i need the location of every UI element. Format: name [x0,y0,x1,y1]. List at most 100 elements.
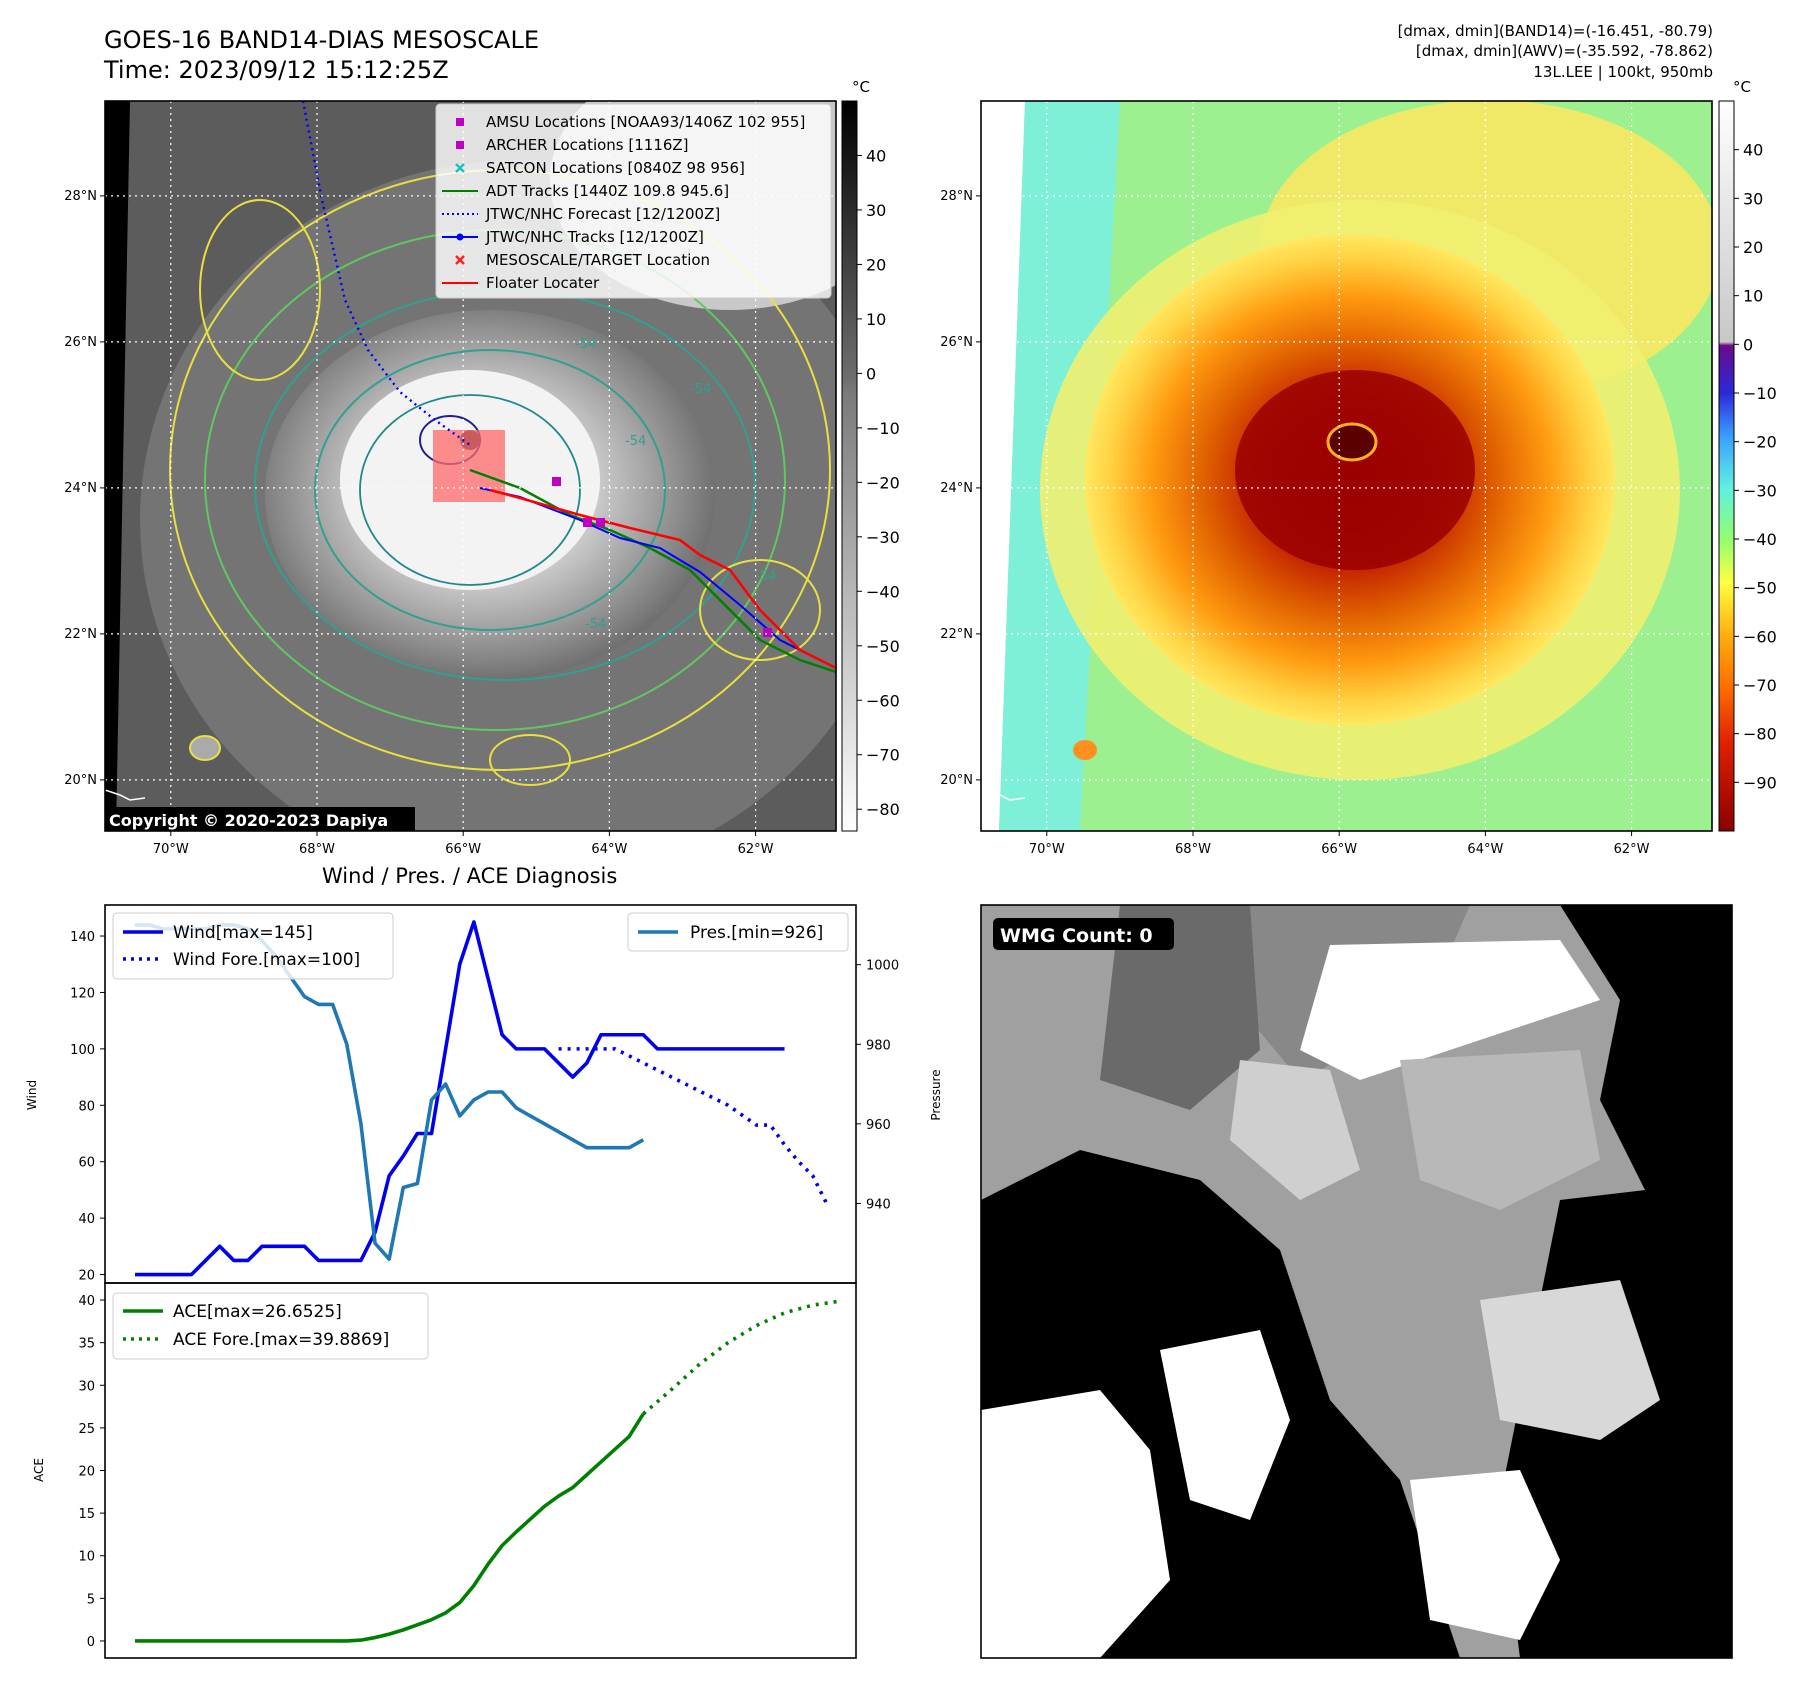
legend-square-marker [456,141,464,149]
y-tick-label: 30 [78,1379,95,1394]
series-line [135,920,785,1277]
pressure-axis-label: Pressure [929,1069,943,1120]
wind-forecast-legend-label: Wind Fore.[max=100] [173,950,360,970]
dias-map-panel [981,101,1712,831]
series-line [642,1299,842,1416]
adt-track [469,468,836,674]
lat-tick-label: 20°N [64,773,97,788]
y-tick-label: 120 [70,986,95,1001]
y-tick-label: 20 [78,1465,95,1480]
floater-track [489,488,836,670]
contour-yellow-cell [189,735,221,761]
wind-axis-label: Wind [25,1080,39,1110]
contour-label: -54 [755,569,776,584]
copyright-badge [105,807,415,831]
colorbar-tick-label: −30 [866,528,900,547]
coastline [981,789,1026,801]
colorbar-tick-label: 30 [866,201,886,220]
colorbar-tick-label: −20 [866,473,900,492]
y-right-tick-label: 940 [866,1197,891,1212]
y-tick-label: 40 [78,1294,95,1309]
y-right-tick-label: 980 [866,1038,891,1053]
pressure-legend-label: Pres.[min=926] [690,923,823,943]
colorbar-tick-label: −70 [1743,676,1777,695]
colorbar-left-unit: °C [852,78,870,96]
contour-teal-3 [359,394,581,586]
lon-tick-label: 66°W [1321,842,1357,857]
colorbar-tick-label: −90 [1743,773,1777,792]
legend-label: JTWC/NHC Tracks [12/1200Z] [485,228,704,246]
dias-eye [1326,422,1378,462]
legend-x-marker [455,163,465,173]
contour-label: -54 [690,382,711,397]
colorbar-tick-label: 40 [1743,141,1763,160]
lat-tick-label: 26°N [940,335,973,350]
y-tick-label: 60 [78,1156,95,1171]
series-line [135,1412,645,1643]
colorbar-tick-label: 20 [866,255,886,274]
diagnosis-title: Wind / Pres. / ACE Diagnosis [322,864,618,888]
wmg-region [981,1390,1170,1658]
ir-map-ticks: 70°W 68°W 66°W 64°W 62°W 28°N 26°N 24°N 22°N 20°N [64,189,773,857]
ace-legend: ACE[max=26.6525] ACE Fore.[max=39.8869] [112,1292,429,1360]
lat-tick-label: 28°N [940,189,973,204]
wmg-count-badge [993,918,1174,950]
legend-dot-marker [456,233,464,241]
colorbar-tick-label: −40 [1743,530,1777,549]
y-right-tick-label: 1000 [866,959,899,974]
legend-label: MESOSCALE/TARGET Location [486,251,710,269]
wind-legend-box [112,912,394,980]
colorbar-tick-label: 30 [1743,189,1763,208]
lon-tick-label: 70°W [153,842,189,857]
colorbar-tick-label: −60 [1743,627,1777,646]
jtwc-forecast-track [301,101,471,446]
dias-map-gridlines [981,101,1712,831]
awv-range: [dmax, dmin](AWV)=(-35.592, -78.862) [1415,42,1713,60]
lon-tick-label: 62°W [738,842,774,857]
wmg-region [1160,1330,1290,1520]
y-tick-label: 40 [78,1212,95,1227]
colorbar-tick-label: −70 [866,746,900,765]
wmg-region [1480,1280,1660,1440]
dias-coldest-tops [1235,370,1475,570]
lon-tick-label: 62°W [1614,842,1650,857]
wmg-region [1410,1470,1560,1640]
legend-label: ARCHER Locations [1116Z] [486,136,689,154]
wmg-region [1400,1050,1600,1210]
contour-label: -54 [575,337,596,352]
colorbar-tick-label: −30 [1743,481,1777,500]
colorbar-ir [841,100,858,832]
y-right-tick-label: 960 [866,1118,891,1133]
lat-tick-label: 24°N [64,481,97,496]
lon-tick-label: 64°W [591,842,627,857]
colorbar-tick-label: −50 [866,637,900,656]
archer-location-marker [763,628,772,637]
contour-yellow-band-2 [699,559,821,661]
coastline [105,789,146,801]
contour-yellow-band-1 [199,199,321,381]
wmg-frame [980,904,1733,1659]
archer-location-marker [583,518,592,527]
colorbar-tick-label: 10 [1743,287,1763,306]
lat-tick-label: 22°N [940,627,973,642]
colorbar-tick-label: 40 [866,146,886,165]
dias-no-data-strip [981,101,1025,831]
colorbar-tick-label: −10 [866,419,900,438]
wmg-region [1300,940,1600,1080]
colorbar-tick-label: −60 [866,691,900,710]
lon-tick-label: 68°W [1175,842,1211,857]
archer-location-marker [596,518,605,527]
legend-label: Floater Locater [486,274,600,292]
colorbar-tick-label: −40 [866,582,900,601]
y-tick-label: 0 [87,1635,95,1650]
wmg-region [1230,1060,1360,1200]
lat-tick-label: 26°N [64,335,97,350]
colorbar-tick-label: 20 [1743,238,1763,257]
dias-cell [1073,740,1097,760]
lat-tick-label: 20°N [940,773,973,788]
y-tick-label: 5 [87,1592,95,1607]
band14-range: [dmax, dmin](BAND14)=(-16.451, -80.79) [1397,22,1713,40]
y-tick-label: 25 [78,1422,95,1437]
lon-tick-label: 70°W [1029,842,1065,857]
